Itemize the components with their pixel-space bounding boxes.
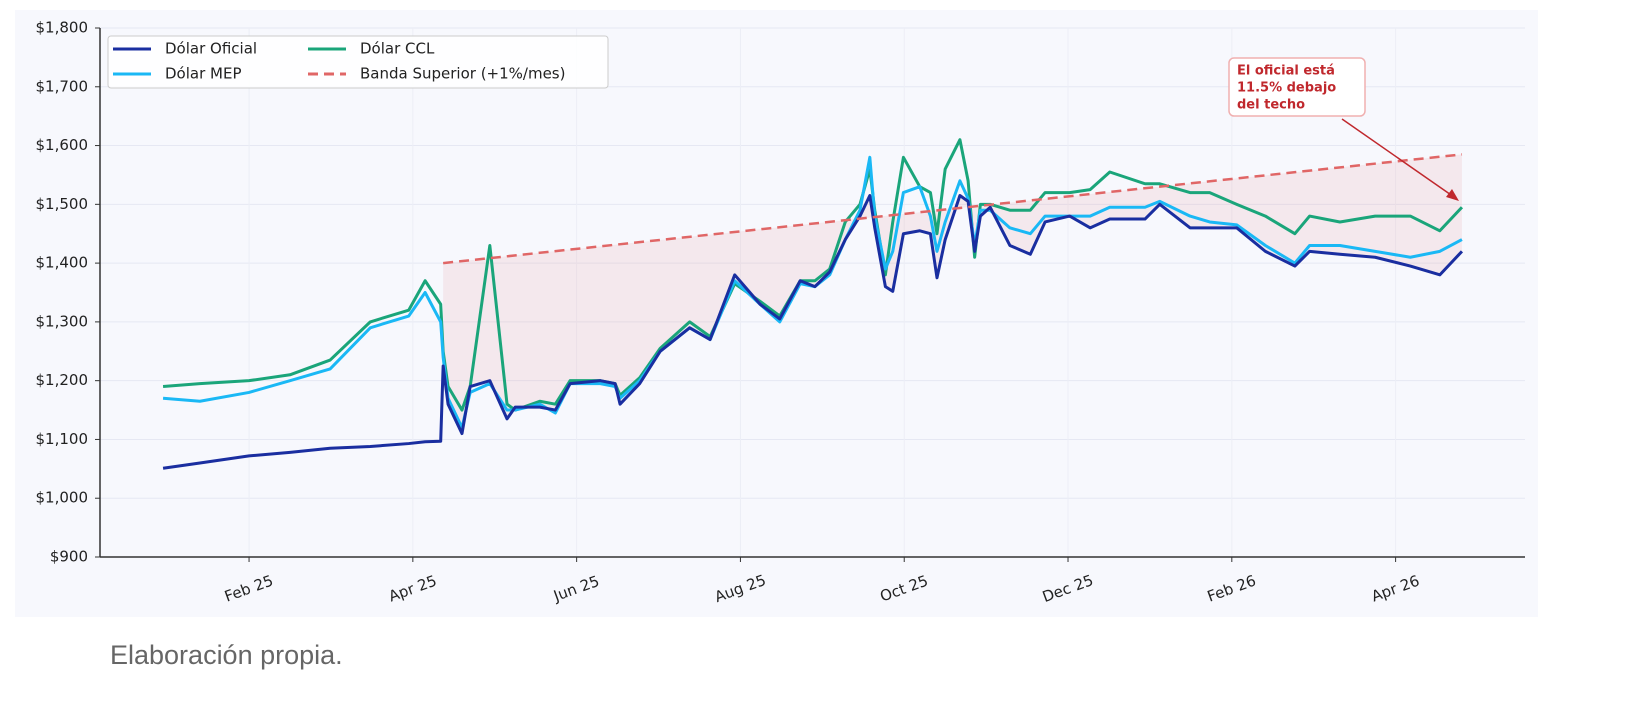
y-tick-label: $1,500: [36, 195, 89, 213]
legend-box: [107, 35, 609, 89]
caption: Elaboración propia.: [110, 640, 343, 670]
y-tick-label: $1,100: [36, 430, 89, 448]
legend-label: Banda Superior (+1%/mes): [360, 65, 565, 83]
annotation-arrow: [1341, 118, 1455, 198]
y-tick-label: $1,400: [36, 254, 89, 272]
legend: Dólar Oficial Dólar MEP Dólar CCL Banda Sup…: [107, 35, 609, 89]
legend-label: Dólar MEP: [165, 65, 242, 83]
y-tick-label: $1,300: [36, 312, 89, 330]
band-fill: [443, 154, 1462, 434]
y-tick-label: $1,600: [36, 136, 89, 154]
legend-label: Dólar CCL: [360, 40, 435, 58]
chart: $900 $1,000 $1,100 $1,200 $1,300 $1,400 $1,500…: [35, 18, 1525, 607]
annotation-text: El oficial está: [1237, 64, 1335, 79]
y-tick-label: $1,000: [36, 489, 89, 507]
annotation-text: del techo: [1237, 98, 1305, 113]
annotation-text: 11.5% debajo: [1237, 81, 1336, 96]
series-line: [162, 194, 1464, 470]
series-line: [443, 153, 1463, 265]
y-tick-label: $900: [50, 548, 88, 566]
legend-label: Dólar Oficial: [165, 40, 257, 58]
y-tick-label: $1,800: [36, 19, 89, 37]
annotation-box: [1228, 57, 1366, 117]
y-tick-label: $1,700: [36, 77, 89, 95]
y-tick-label: $1,200: [36, 371, 89, 389]
annotation-arrowhead: [1446, 189, 1459, 201]
